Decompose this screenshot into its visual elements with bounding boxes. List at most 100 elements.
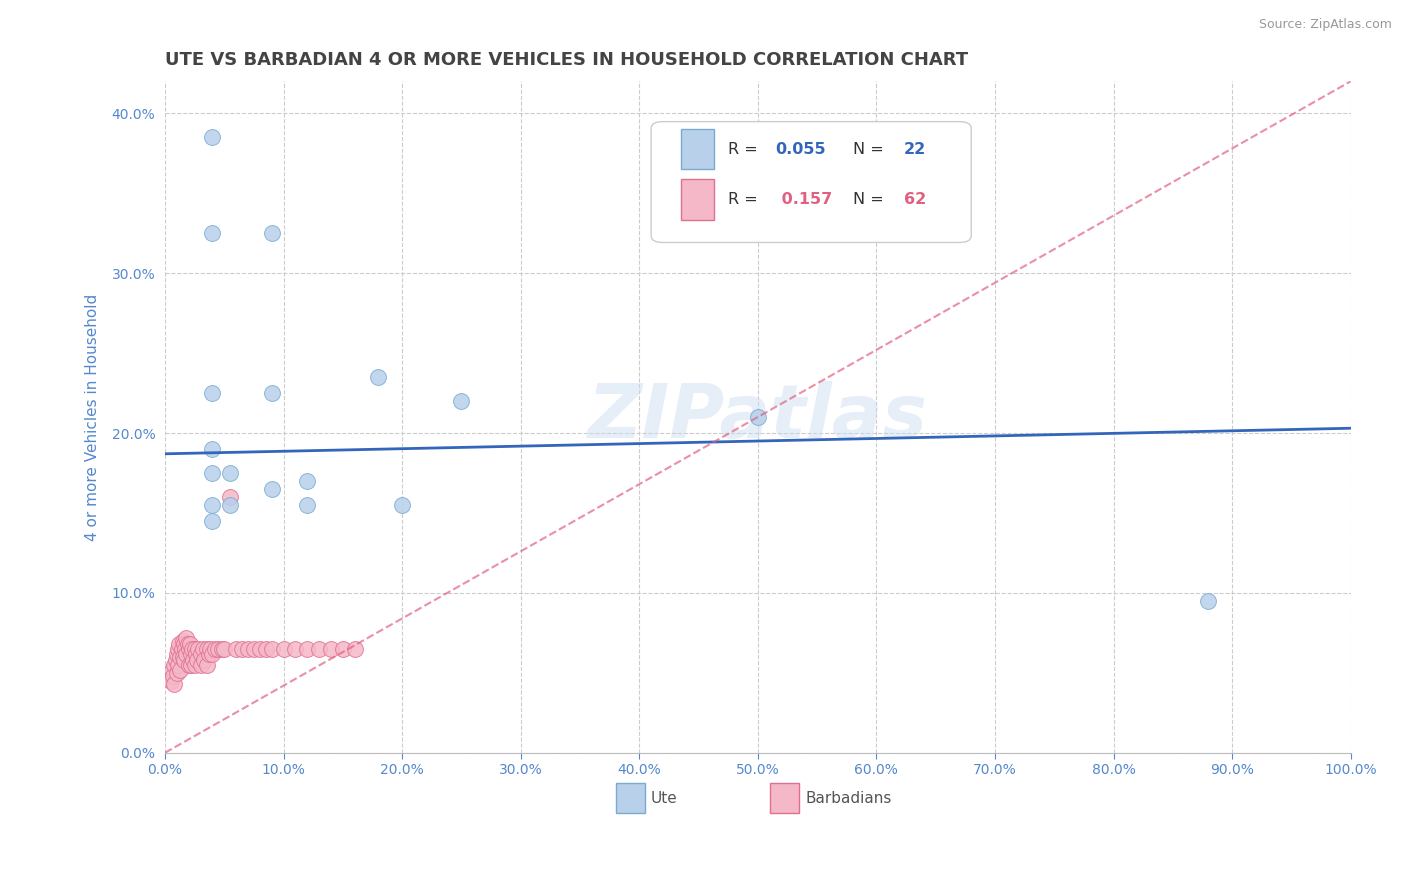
Point — [450, 394, 472, 409]
Point — [183, 657, 205, 672]
Point — [198, 647, 221, 661]
Point — [190, 657, 212, 672]
Point — [183, 641, 205, 656]
Point — [174, 641, 197, 656]
Point — [162, 669, 184, 683]
Point — [219, 498, 242, 512]
Point — [260, 386, 283, 401]
Point — [165, 653, 187, 667]
Point — [211, 641, 233, 656]
Point — [172, 633, 194, 648]
Point — [181, 641, 204, 656]
Text: Ute: Ute — [651, 791, 678, 805]
Point — [297, 641, 319, 656]
Point — [198, 641, 221, 656]
Point — [201, 386, 224, 401]
Point — [260, 482, 283, 496]
Point — [177, 657, 200, 672]
Point — [201, 442, 224, 456]
Point — [319, 641, 342, 656]
Point — [193, 653, 215, 667]
Bar — [681, 179, 714, 219]
Point — [391, 498, 413, 512]
Text: N =: N = — [852, 192, 889, 207]
Point — [184, 647, 207, 661]
Point — [176, 647, 198, 661]
Point — [172, 649, 194, 664]
Point — [173, 653, 195, 667]
Text: N =: N = — [852, 142, 889, 156]
Point — [169, 649, 191, 664]
Bar — [616, 783, 645, 814]
Point — [214, 641, 236, 656]
Point — [176, 631, 198, 645]
Text: UTE VS BARBADIAN 4 OR MORE VEHICLES IN HOUSEHOLD CORRELATION CHART: UTE VS BARBADIAN 4 OR MORE VEHICLES IN H… — [165, 51, 969, 69]
Point — [160, 663, 183, 677]
Point — [308, 641, 330, 656]
Point — [186, 653, 208, 667]
Point — [183, 653, 205, 667]
Text: R =: R = — [728, 142, 763, 156]
Point — [297, 474, 319, 488]
Point — [273, 641, 295, 656]
Y-axis label: 4 or more Vehicles in Household: 4 or more Vehicles in Household — [86, 293, 100, 541]
Point — [297, 498, 319, 512]
Point — [191, 641, 214, 656]
FancyBboxPatch shape — [651, 121, 972, 243]
Point — [201, 226, 224, 240]
Bar — [681, 128, 714, 169]
Point — [167, 657, 190, 672]
Point — [195, 657, 218, 672]
Point — [167, 637, 190, 651]
Point — [173, 637, 195, 651]
Point — [284, 641, 307, 656]
Point — [236, 641, 259, 656]
Point — [343, 641, 366, 656]
Point — [201, 514, 224, 528]
Text: 0.157: 0.157 — [776, 192, 832, 207]
Text: ZIPatlas: ZIPatlas — [588, 381, 928, 453]
Point — [166, 665, 188, 680]
Text: 0.055: 0.055 — [776, 142, 827, 156]
Point — [166, 647, 188, 661]
Point — [1197, 594, 1219, 608]
Bar — [769, 783, 800, 814]
Point — [367, 370, 389, 384]
Point — [167, 641, 190, 656]
Text: 22: 22 — [904, 142, 927, 156]
Point — [177, 641, 200, 656]
Point — [201, 498, 224, 512]
Point — [195, 641, 218, 656]
Point — [747, 410, 769, 425]
Point — [187, 641, 209, 656]
Point — [190, 647, 212, 661]
Point — [180, 647, 202, 661]
Point — [204, 641, 226, 656]
Point — [201, 647, 224, 661]
Point — [169, 663, 191, 677]
Point — [170, 641, 193, 656]
Point — [332, 641, 354, 656]
Point — [207, 641, 229, 656]
Point — [176, 637, 198, 651]
Point — [231, 641, 253, 656]
Text: Barbadians: Barbadians — [806, 791, 891, 805]
Point — [260, 641, 283, 656]
Point — [180, 657, 202, 672]
Point — [160, 673, 183, 688]
Point — [249, 641, 271, 656]
Text: Source: ZipAtlas.com: Source: ZipAtlas.com — [1258, 18, 1392, 31]
Point — [254, 641, 277, 656]
Point — [260, 226, 283, 240]
Point — [243, 641, 266, 656]
Text: 62: 62 — [904, 192, 927, 207]
Text: R =: R = — [728, 192, 763, 207]
Point — [163, 657, 186, 672]
Point — [163, 677, 186, 691]
Point — [201, 130, 224, 145]
Point — [201, 466, 224, 480]
Point — [219, 490, 242, 504]
Point — [219, 466, 242, 480]
Point — [225, 641, 247, 656]
Point — [179, 637, 201, 651]
